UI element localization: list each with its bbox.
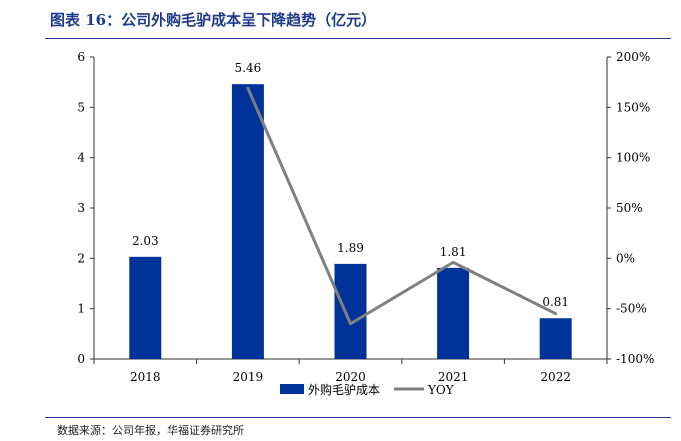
legend: 外购毛驴成本 YOY — [280, 382, 455, 397]
bar-value-label: 1.81 — [440, 245, 467, 259]
left-tick-label: 4 — [77, 151, 85, 165]
right-tick-label: 150% — [616, 100, 650, 114]
left-tick-label: 6 — [77, 50, 85, 64]
bar — [539, 318, 572, 359]
right-tick-label: 50% — [616, 201, 643, 215]
left-tick-label: 0 — [77, 352, 85, 366]
bar-value-label: 5.46 — [235, 61, 262, 75]
footer-divider — [45, 417, 671, 418]
legend-line-label: YOY — [427, 383, 455, 397]
legend-bar-label: 外购毛驴成本 — [308, 382, 380, 397]
right-tick-label: -50% — [616, 302, 647, 316]
bar — [231, 84, 264, 360]
bar-value-label: 2.03 — [132, 234, 159, 248]
bar — [334, 263, 367, 359]
legend-bar-swatch — [280, 384, 304, 394]
left-tick-label: 2 — [77, 251, 85, 265]
x-tick-label: 2021 — [438, 370, 469, 384]
bar — [129, 256, 162, 359]
left-tick-label: 5 — [77, 100, 85, 114]
x-tick-label: 2019 — [233, 370, 264, 384]
tick-labels: 0 1 2 3 4 5 6 -100% -50% 0% 50% 100% 150% 200% 2018 201… — [77, 50, 654, 384]
bar-series — [129, 84, 572, 360]
source-note: 数据来源：公司年报，华福证券研究所 — [57, 424, 244, 437]
right-tick-label: 100% — [616, 151, 650, 165]
left-tick-label: 3 — [77, 201, 85, 215]
yoy-line — [246, 86, 558, 326]
left-tick-label: 1 — [77, 302, 85, 316]
chart-title: 图表 16：公司外购毛驴成本呈下降趋势（亿元） — [50, 11, 377, 29]
bar-value-label: 0.81 — [542, 295, 569, 309]
right-tick-label: -100% — [616, 352, 654, 366]
right-tick-label: 200% — [616, 50, 650, 64]
bar — [437, 267, 470, 359]
x-tick-label: 2022 — [540, 370, 571, 384]
bar-value-label: 1.89 — [337, 241, 364, 255]
yoy-line-series — [246, 86, 558, 326]
data-labels: 2.03 5.46 1.89 1.81 0.81 — [132, 61, 569, 309]
x-tick-label: 2020 — [335, 370, 366, 384]
x-tick-label: 2018 — [130, 370, 161, 384]
right-tick-label: 0% — [616, 251, 635, 265]
title-divider — [45, 38, 671, 39]
